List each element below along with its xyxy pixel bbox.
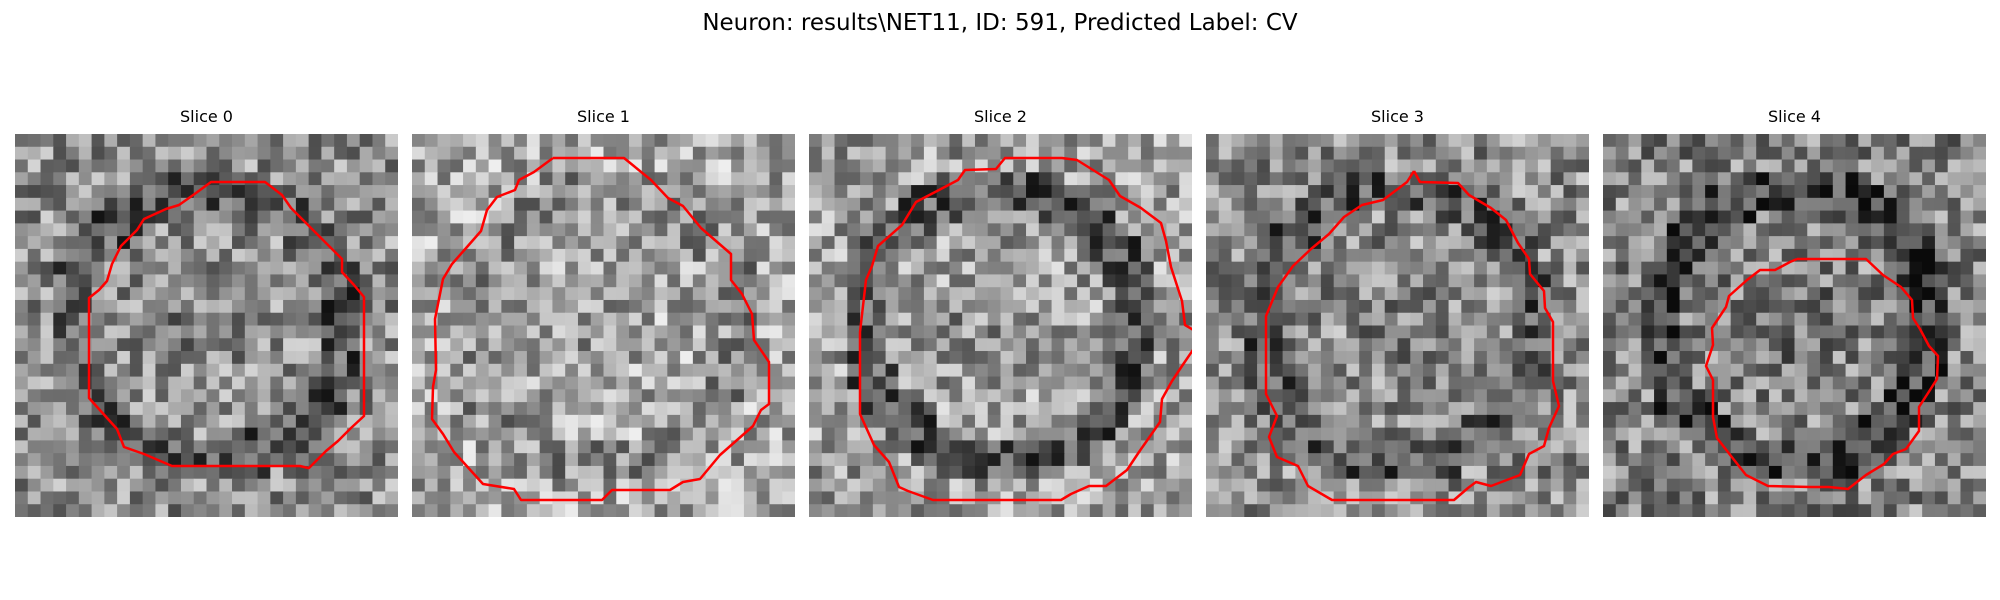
- grayscale-image: [412, 134, 795, 517]
- segmentation-outline: [87, 180, 366, 470]
- slice-image: [412, 134, 795, 517]
- segmentation-outline: [858, 156, 1192, 502]
- slice-title: Slice 0: [180, 107, 233, 126]
- grayscale-image: [15, 134, 398, 517]
- grayscale-image: [1603, 134, 1986, 517]
- slice-panel-4: Slice 4: [1603, 107, 1986, 520]
- slice-image: [1206, 134, 1589, 517]
- grayscale-image: [809, 134, 1192, 517]
- slice-image: [1603, 134, 1986, 517]
- segmentation-outline: [430, 156, 771, 502]
- grayscale-image: [1206, 134, 1589, 517]
- slice-image: [15, 134, 398, 517]
- slice-panel-0: Slice 0: [15, 107, 398, 520]
- slice-title: Slice 1: [577, 107, 630, 126]
- segmentation-outline: [1264, 170, 1561, 502]
- figure-title: Neuron: results\NET11, ID: 591, Predicte…: [702, 10, 1298, 36]
- slice-title: Slice 3: [1371, 107, 1424, 126]
- slice-title: Slice 2: [974, 107, 1027, 126]
- slice-title: Slice 4: [1768, 107, 1821, 126]
- slice-panel-3: Slice 3: [1206, 107, 1589, 520]
- slice-panel-2: Slice 2: [809, 107, 1192, 520]
- slice-panel-1: Slice 1: [412, 107, 795, 520]
- segmentation-outline: [1704, 257, 1940, 491]
- slice-image: [809, 134, 1192, 517]
